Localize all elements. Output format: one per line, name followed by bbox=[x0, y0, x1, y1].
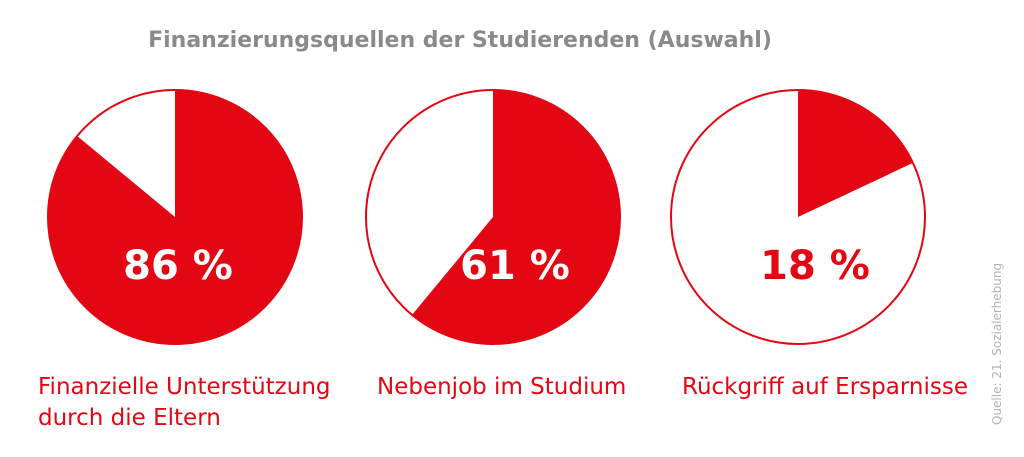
pie-eltern-label-line-2: durch die Eltern bbox=[38, 405, 221, 431]
pie-nebenjob-label-line-1: Nebenjob im Studium bbox=[377, 374, 627, 400]
pie-eltern-label-line-1: Finanzielle Unterstützung bbox=[38, 374, 331, 400]
pie-nebenjob: 61 % bbox=[365, 89, 621, 345]
pie-nebenjob-slice bbox=[412, 90, 620, 344]
pie-ersparnisse-value-label: 18 % bbox=[760, 243, 870, 289]
pie-ersparnisse-category-label: Rückgriff auf Ersparnisse bbox=[682, 372, 968, 403]
pie-nebenjob-value-label: 61 % bbox=[460, 243, 570, 289]
pie-eltern: 86 % bbox=[47, 89, 303, 345]
pie-ersparnisse: 18 % bbox=[670, 89, 926, 345]
pie-eltern-value-label: 86 % bbox=[123, 243, 233, 289]
pie-nebenjob-category-label: Nebenjob im Studium bbox=[377, 372, 626, 403]
pie-eltern-category-label: Finanzielle Unterstützung durch die Elte… bbox=[38, 372, 331, 434]
pie-ersparnisse-label-line-1: Rückgriff auf Ersparnisse bbox=[682, 374, 968, 400]
pie-ersparnisse-slice bbox=[798, 90, 913, 217]
pie-eltern-slice bbox=[47, 90, 302, 345]
chart-title: Finanzierungsquellen der Studierenden (A… bbox=[148, 28, 772, 53]
source-note: Quelle: 21. Sozialerhebung bbox=[990, 262, 1004, 425]
